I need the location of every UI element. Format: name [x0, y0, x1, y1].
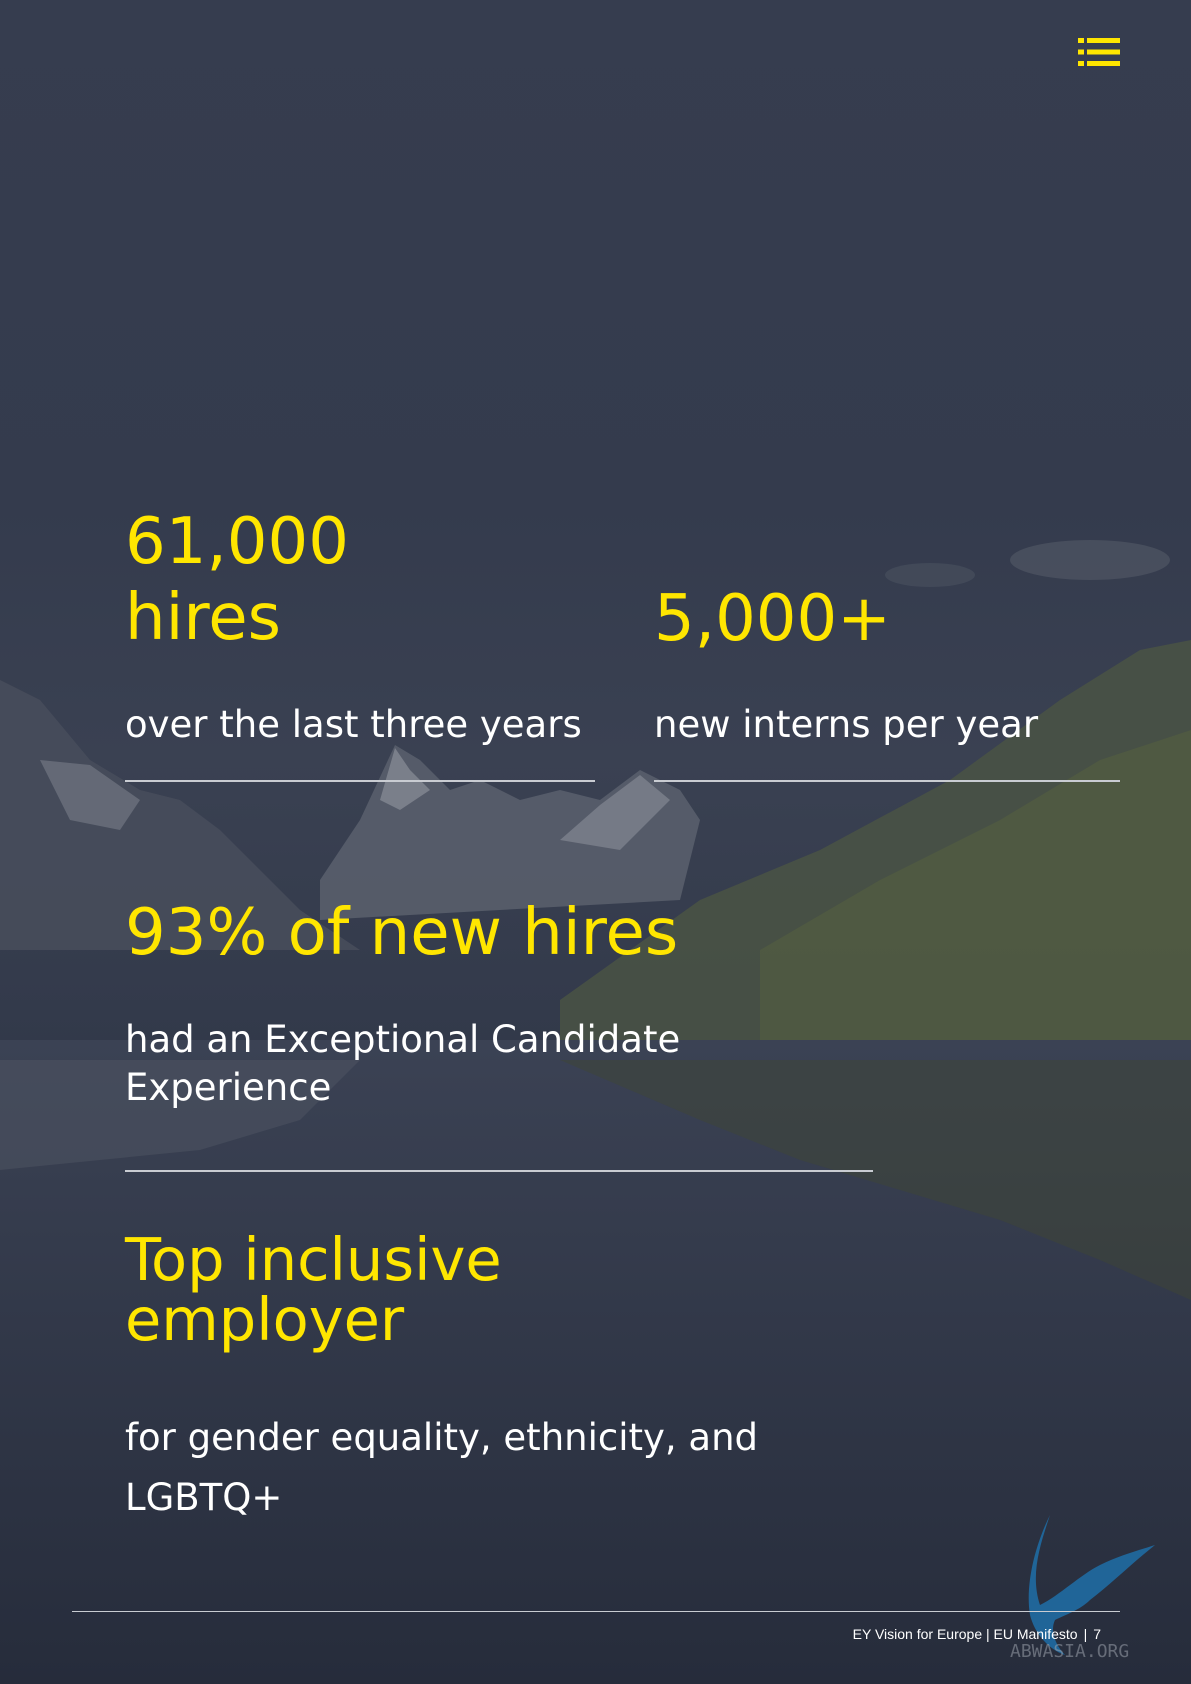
- interns-stat-number: 5,000+: [654, 582, 891, 656]
- divider: [125, 1170, 873, 1172]
- page-number: 7: [1093, 1626, 1101, 1642]
- divider: [125, 780, 595, 782]
- divider: [654, 780, 1120, 782]
- interns-stat-description: new interns per year: [654, 703, 1039, 746]
- footer-separator: |: [1083, 1626, 1088, 1642]
- inclusive-stat-description: for gender equality, ethnicity, and LGBT…: [125, 1416, 759, 1519]
- hires-stat-number: 61,000 hires: [125, 505, 349, 655]
- page-footer: EY Vision for Europe | EU Manifesto | 7: [853, 1624, 1101, 1644]
- watermark-text: ABWASIA.ORG: [1010, 1641, 1129, 1662]
- candidate-stat-description: had an Exceptional Candidate Experience: [125, 1018, 681, 1109]
- menu-button[interactable]: [1078, 38, 1120, 66]
- bird-logo-icon: ABWASIA.ORG: [1010, 1515, 1155, 1662]
- inclusive-stat-title: Top inclusive employer: [125, 1225, 502, 1354]
- footer-divider: [72, 1611, 1120, 1612]
- candidate-stat-number: 93% of new hires: [125, 896, 679, 970]
- publication-title: EY Vision for Europe | EU Manifesto: [852, 1626, 1078, 1642]
- list-menu-icon: [1078, 38, 1120, 66]
- hires-stat-description: over the last three years: [125, 703, 582, 746]
